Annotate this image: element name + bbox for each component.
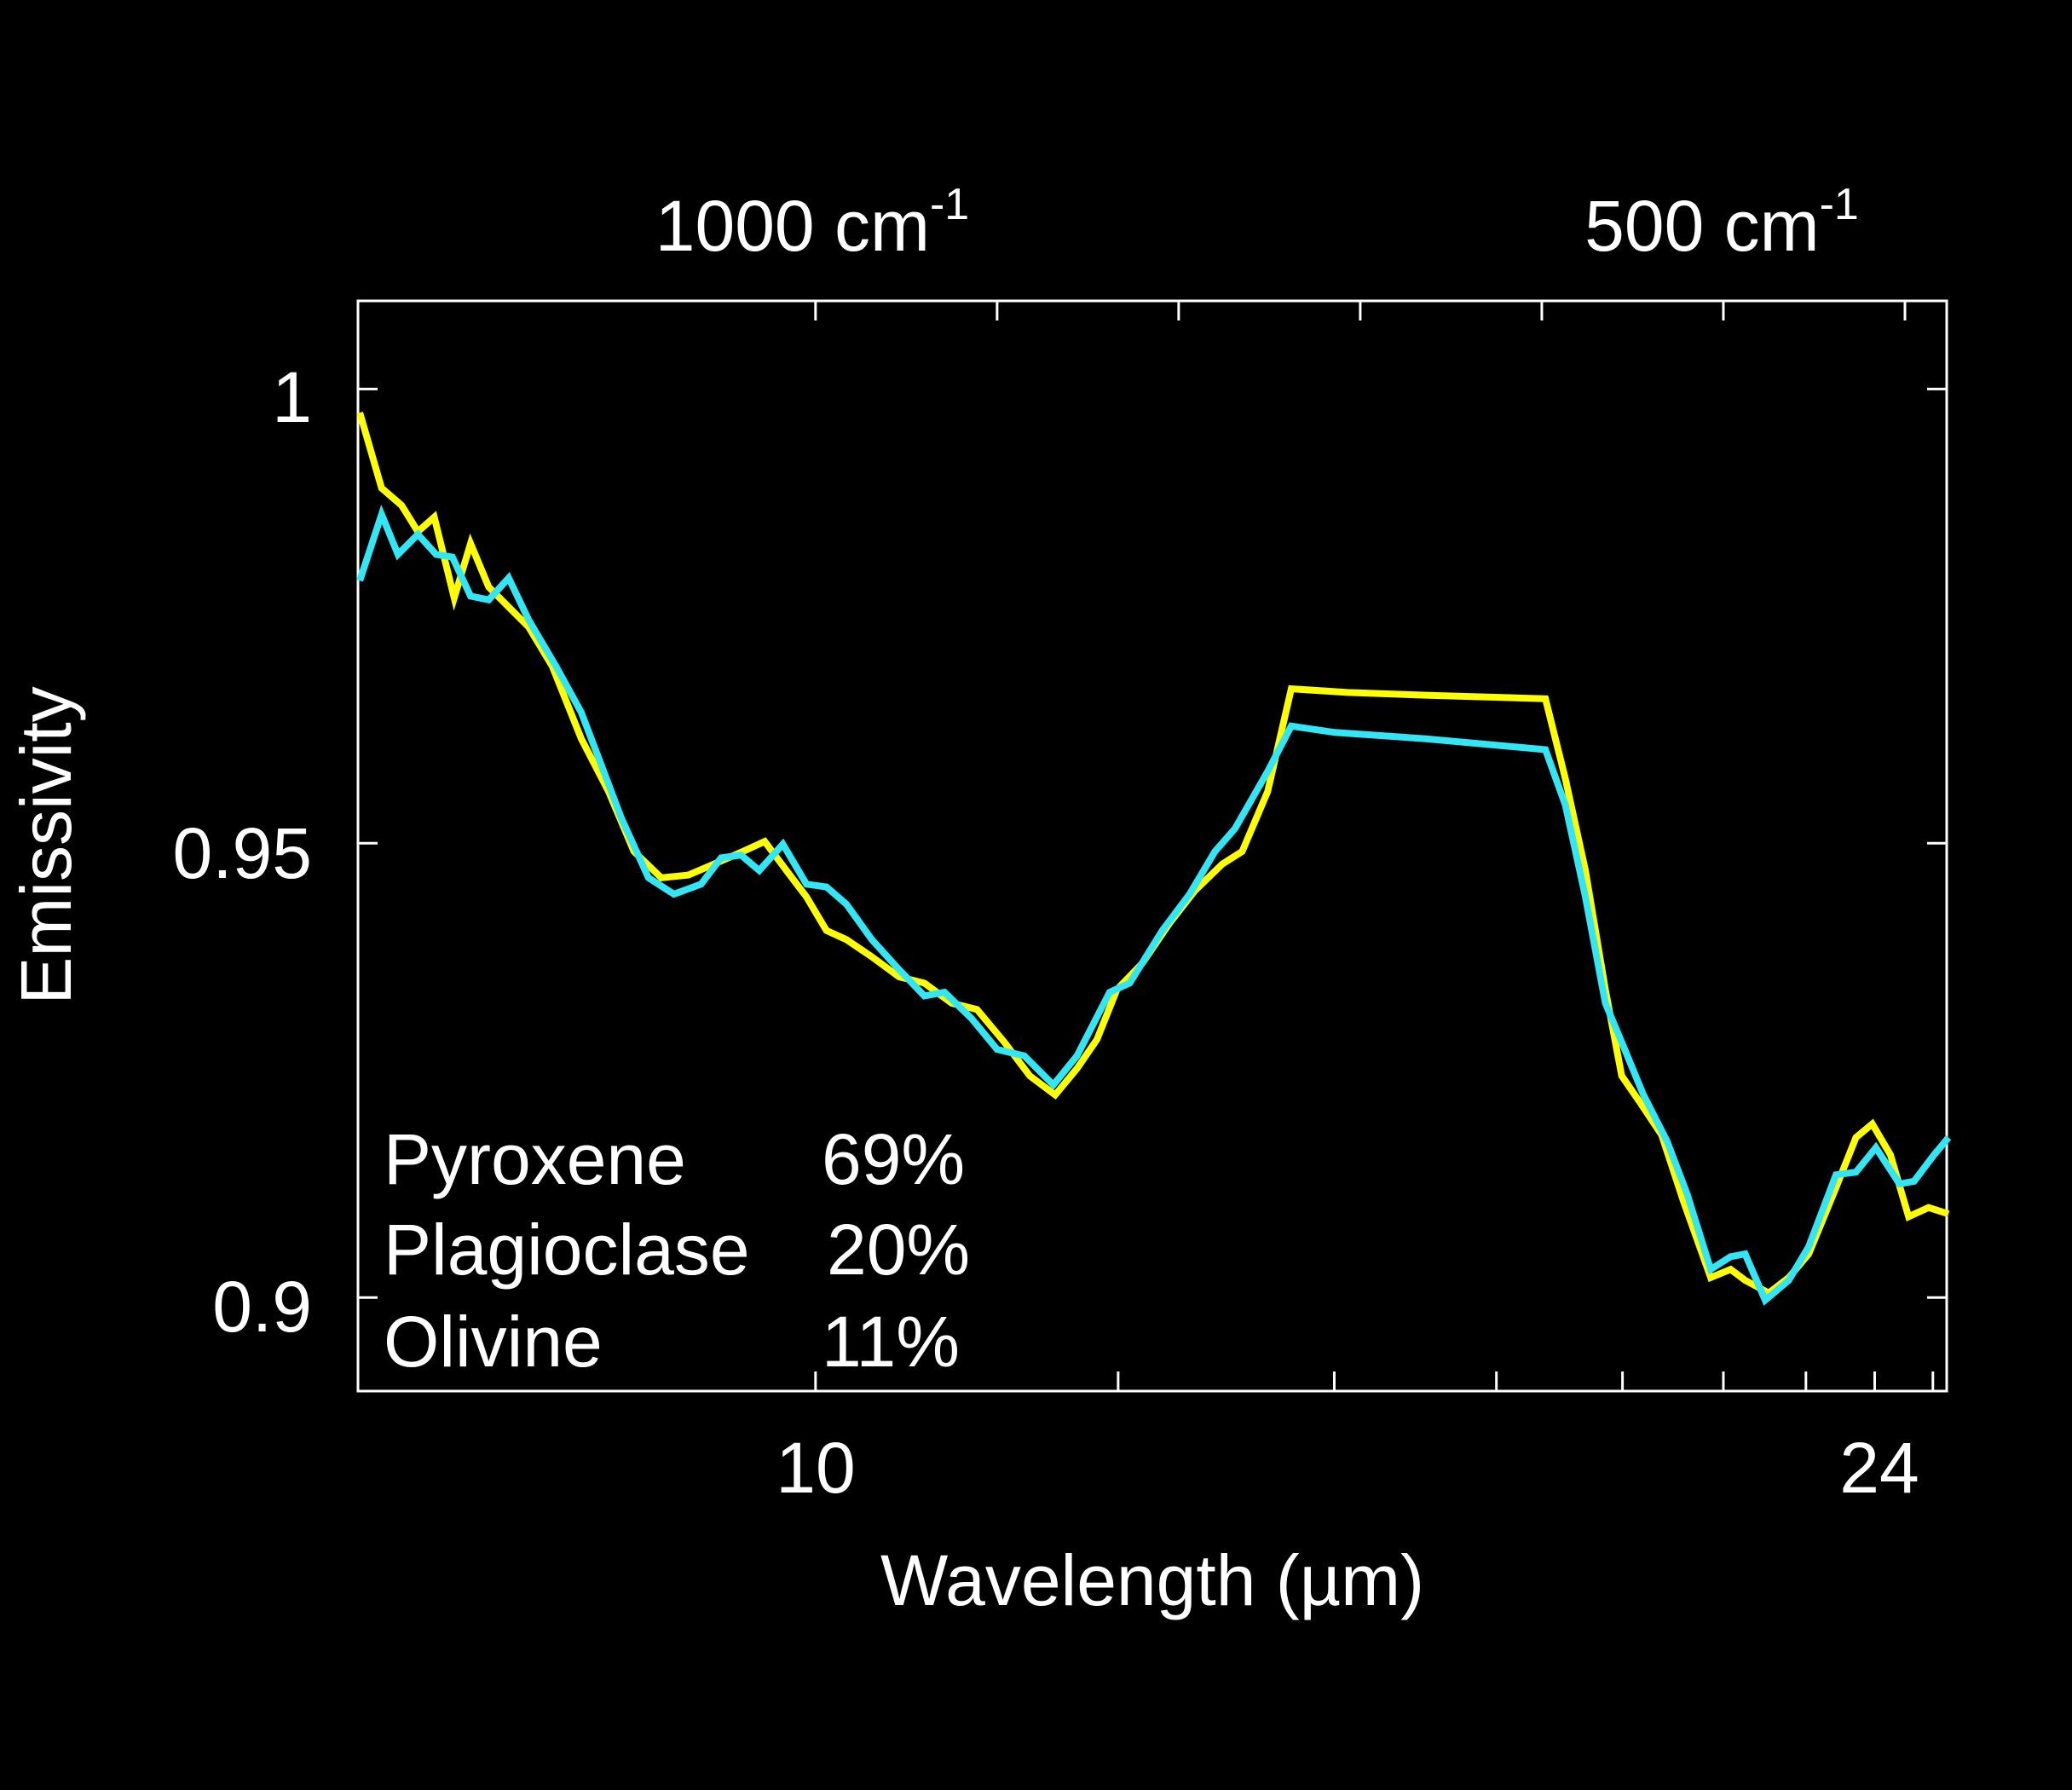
series-line-1: [356, 411, 1950, 1297]
legend-name: Plagioclase: [384, 1210, 750, 1290]
legend-value: 20%: [827, 1210, 971, 1290]
x-axis-label: Wavelength (µm): [880, 1540, 1425, 1620]
legend-name: Pyroxene: [384, 1119, 686, 1199]
x-tick-label: 24: [1839, 1428, 1919, 1508]
top-tick-label-500: 500 cm-1: [1584, 180, 1859, 266]
legend-name: Olivine: [384, 1302, 603, 1382]
plot-frame: [356, 299, 1948, 1393]
series-line-2: [356, 504, 1952, 1306]
y-axis-label: Emissivity: [6, 686, 86, 1005]
x-tick-label: 10: [776, 1428, 856, 1508]
y-tick-label: 0.95: [172, 813, 313, 893]
y-tick-label: 1: [272, 357, 312, 437]
legend-value: 69%: [822, 1119, 966, 1199]
y-tick-label: 0.9: [212, 1267, 312, 1347]
top-tick-label-1000: 1000 cm-1: [655, 180, 970, 266]
legend-value: 11%: [822, 1302, 960, 1382]
